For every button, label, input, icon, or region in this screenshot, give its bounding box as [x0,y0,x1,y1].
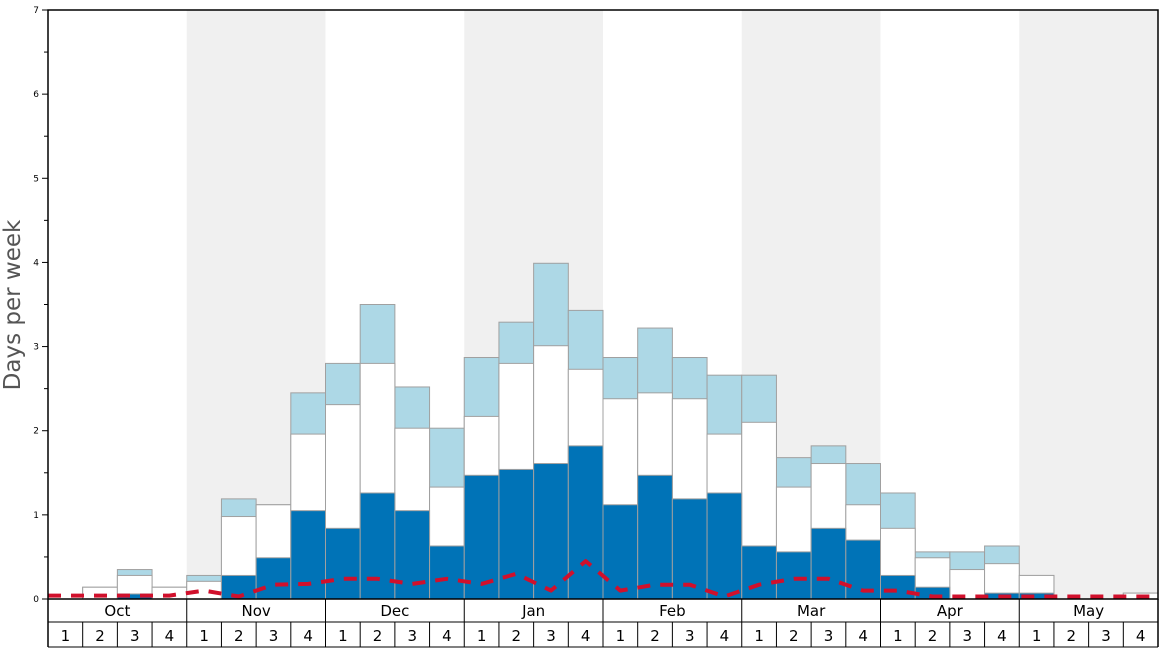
y-axis-label: Days per week [0,219,26,390]
week-label: 4 [442,627,452,645]
week-label: 4 [720,627,730,645]
month-label: Nov [241,602,270,620]
week-label: 4 [581,627,591,645]
bar-base [810,527,847,600]
bar-mid [186,580,222,600]
week-label: 1 [199,627,209,645]
dashed-series-line [48,559,1158,599]
week-label: 1 [893,627,903,645]
week-label: 2 [373,627,383,645]
y-tick-label: 5 [33,174,39,184]
bar-base [255,557,292,600]
bar-base [671,498,708,600]
week-label: 4 [858,627,868,645]
bar-base [741,545,777,600]
y-tick-label: 3 [33,343,39,353]
week-label: 2 [928,627,938,645]
month-label: Mar [797,602,826,620]
y-tick-label: 2 [33,427,39,437]
x-axis: Oct Nov Dec Jan Feb Mar Apr May 1 2 3 4 1 2 3 4 1 2 3 4 1 2 3 4… [47,599,1159,648]
bar-base [429,545,465,600]
month-label: Oct [104,602,130,620]
y-tick-label: 4 [33,258,39,268]
week-label: 2 [95,627,105,645]
y-tick-label: 1 [33,511,39,521]
bar-base [567,445,604,600]
week-label: 4 [303,627,313,645]
week-label: 1 [616,627,626,645]
y-tick-label: 0 [33,595,39,605]
week-label: 3 [685,627,695,645]
week-label: 1 [754,627,764,645]
bar-mid [949,569,986,600]
week-label: 4 [165,627,175,645]
week-label: 2 [234,627,244,645]
month-label: Jan [521,602,545,620]
week-label: 3 [130,627,140,645]
week-label: 1 [61,627,71,645]
bar-base [880,574,916,600]
week-label: 3 [407,627,417,645]
week-label: 2 [512,627,522,645]
week-label: 2 [789,627,799,645]
month-label: Dec [380,602,409,620]
month-label: Feb [659,602,686,620]
week-label: 3 [269,627,279,645]
week-label: 3 [824,627,834,645]
week-label: 1 [1032,627,1042,645]
y-tick-label: 6 [33,90,39,100]
week-label: 2 [650,627,660,645]
bar-base [775,551,812,600]
week-label: 4 [1136,627,1146,645]
bar-base [359,492,396,600]
month-band [48,10,187,599]
week-label: 3 [546,627,556,645]
bar-base [637,474,673,600]
week-label: 3 [1101,627,1111,645]
bar-base [325,527,361,600]
month-label: Apr [937,602,964,620]
week-label: 1 [477,627,487,645]
y-tick-label: 7 [33,6,39,16]
week-label: 3 [962,627,972,645]
week-label: 4 [997,627,1007,645]
month-band [1019,10,1158,599]
bar-base [706,492,743,600]
bar-base [394,510,431,600]
week-label: 2 [1067,627,1077,645]
dashed-series [48,559,1158,599]
month-label: May [1073,602,1104,620]
bar-base [602,504,639,600]
week-label: 1 [338,627,348,645]
